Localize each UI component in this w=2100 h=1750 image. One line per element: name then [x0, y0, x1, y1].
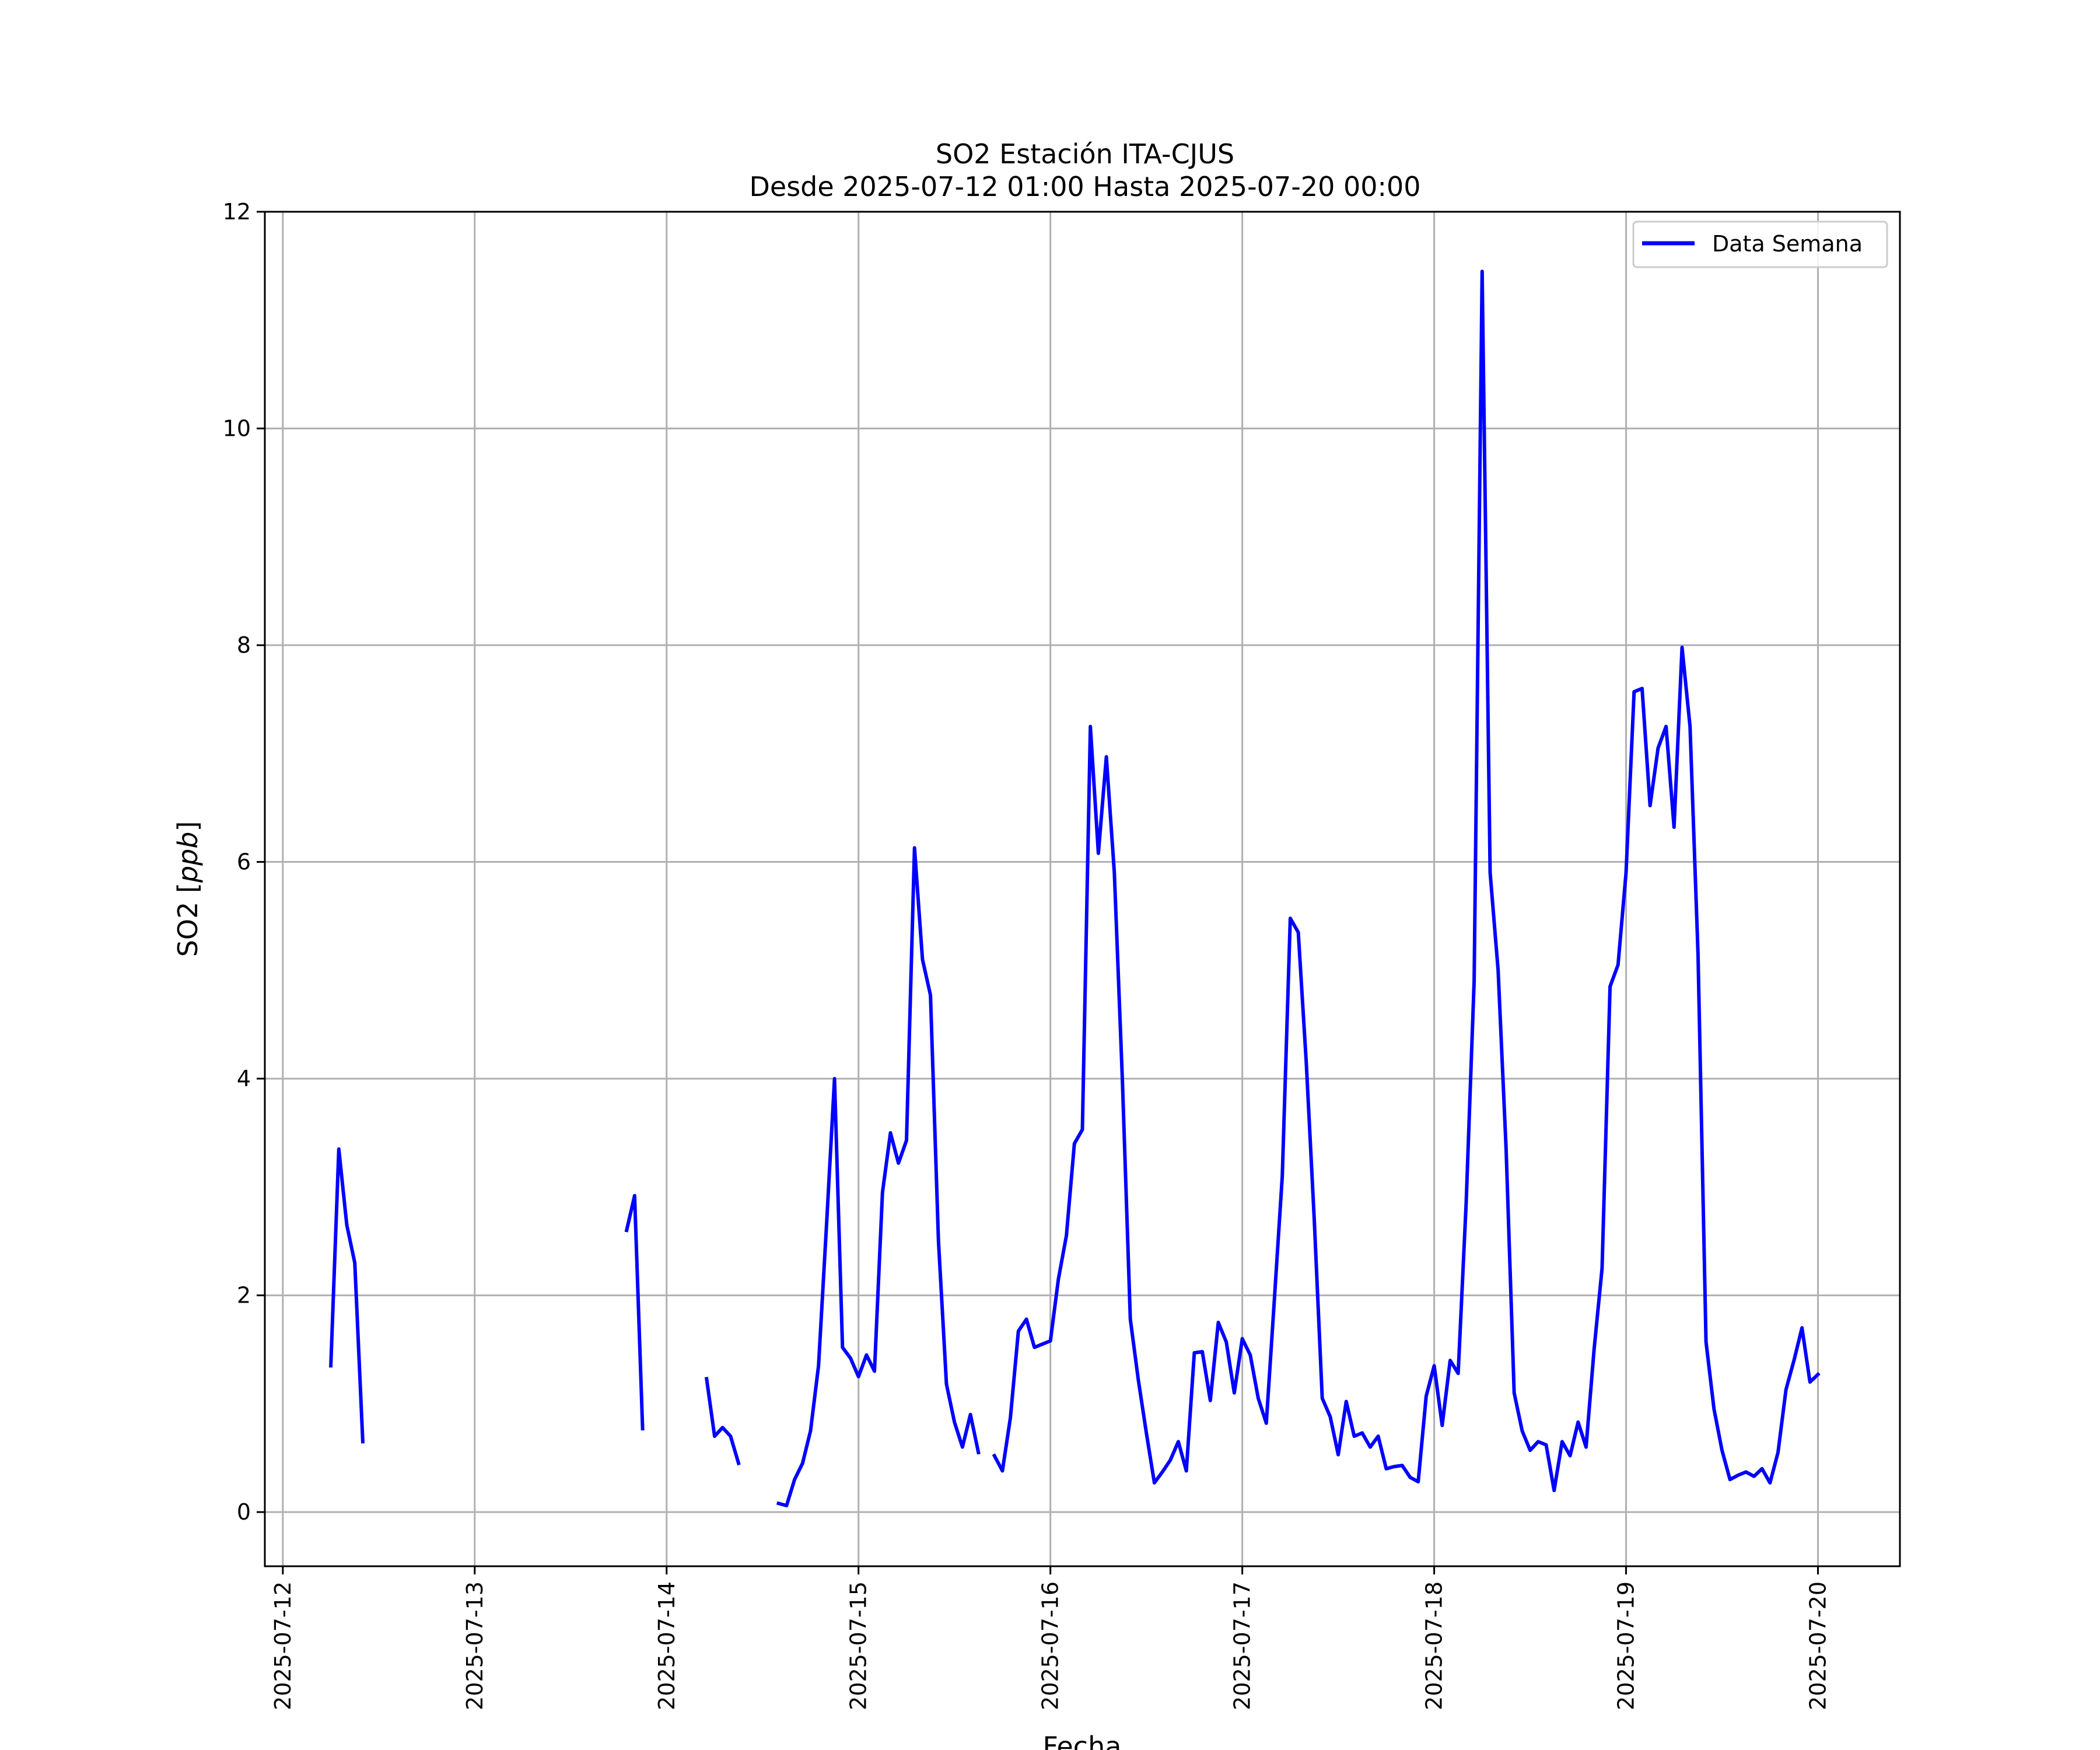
x-tick-label: 2025-07-13 [462, 1581, 488, 1710]
x-axis-label: Fecha [1043, 1731, 1122, 1750]
x-tick-label: 2025-07-19 [1614, 1581, 1639, 1710]
series-line-segment [624, 1194, 645, 1431]
x-axis-ticks: 2025-07-12 2025-07-13 2025-07-14 2025-07-15… [270, 1566, 1831, 1710]
x-tick-label: 2025-07-15 [846, 1581, 872, 1710]
series-data-semana [328, 270, 1821, 1507]
chart-title: SO2 Estación ITA-CJUS [936, 138, 1234, 170]
y-axis-label-close: ] [172, 821, 204, 832]
y-tick-label: 6 [237, 849, 251, 875]
legend-box [1632, 220, 1888, 268]
y-axis-ticks: 0 2 4 6 8 10 12 [223, 199, 265, 1525]
series-line-segment [776, 846, 981, 1507]
x-tick-label: 2025-07-20 [1805, 1581, 1831, 1710]
y-tick-label: 4 [237, 1066, 251, 1091]
legend: Data Semana [1632, 220, 1888, 268]
y-axis-label-text: SO2 [ [172, 883, 204, 957]
series-line-segment [992, 270, 1821, 1492]
legend-entry-data-semana: Data Semana [1712, 231, 1863, 257]
x-tick-label: 2025-07-16 [1038, 1581, 1063, 1710]
plot-frame [264, 211, 1901, 1567]
y-axis-label-unit: ppb [172, 832, 204, 884]
x-tick-label: 2025-07-18 [1422, 1581, 1447, 1710]
y-axis-label: SO2 [ppb] [172, 821, 204, 957]
x-tick-label: 2025-07-17 [1230, 1581, 1255, 1710]
x-tick-label: 2025-07-12 [270, 1581, 296, 1710]
series-line-segment [704, 1377, 741, 1466]
chart-subtitle: Desde 2025-07-12 01:00 Hasta 2025-07-20 … [749, 171, 1420, 202]
y-tick-label: 0 [237, 1499, 251, 1525]
y-tick-label: 12 [223, 199, 251, 225]
series-line-segment [328, 1147, 365, 1444]
x-tick-label: 2025-07-14 [654, 1581, 680, 1710]
y-tick-label: 10 [223, 416, 251, 442]
y-tick-label: 2 [237, 1283, 251, 1308]
grid-lines [265, 211, 1900, 1566]
y-tick-label: 8 [237, 632, 251, 658]
